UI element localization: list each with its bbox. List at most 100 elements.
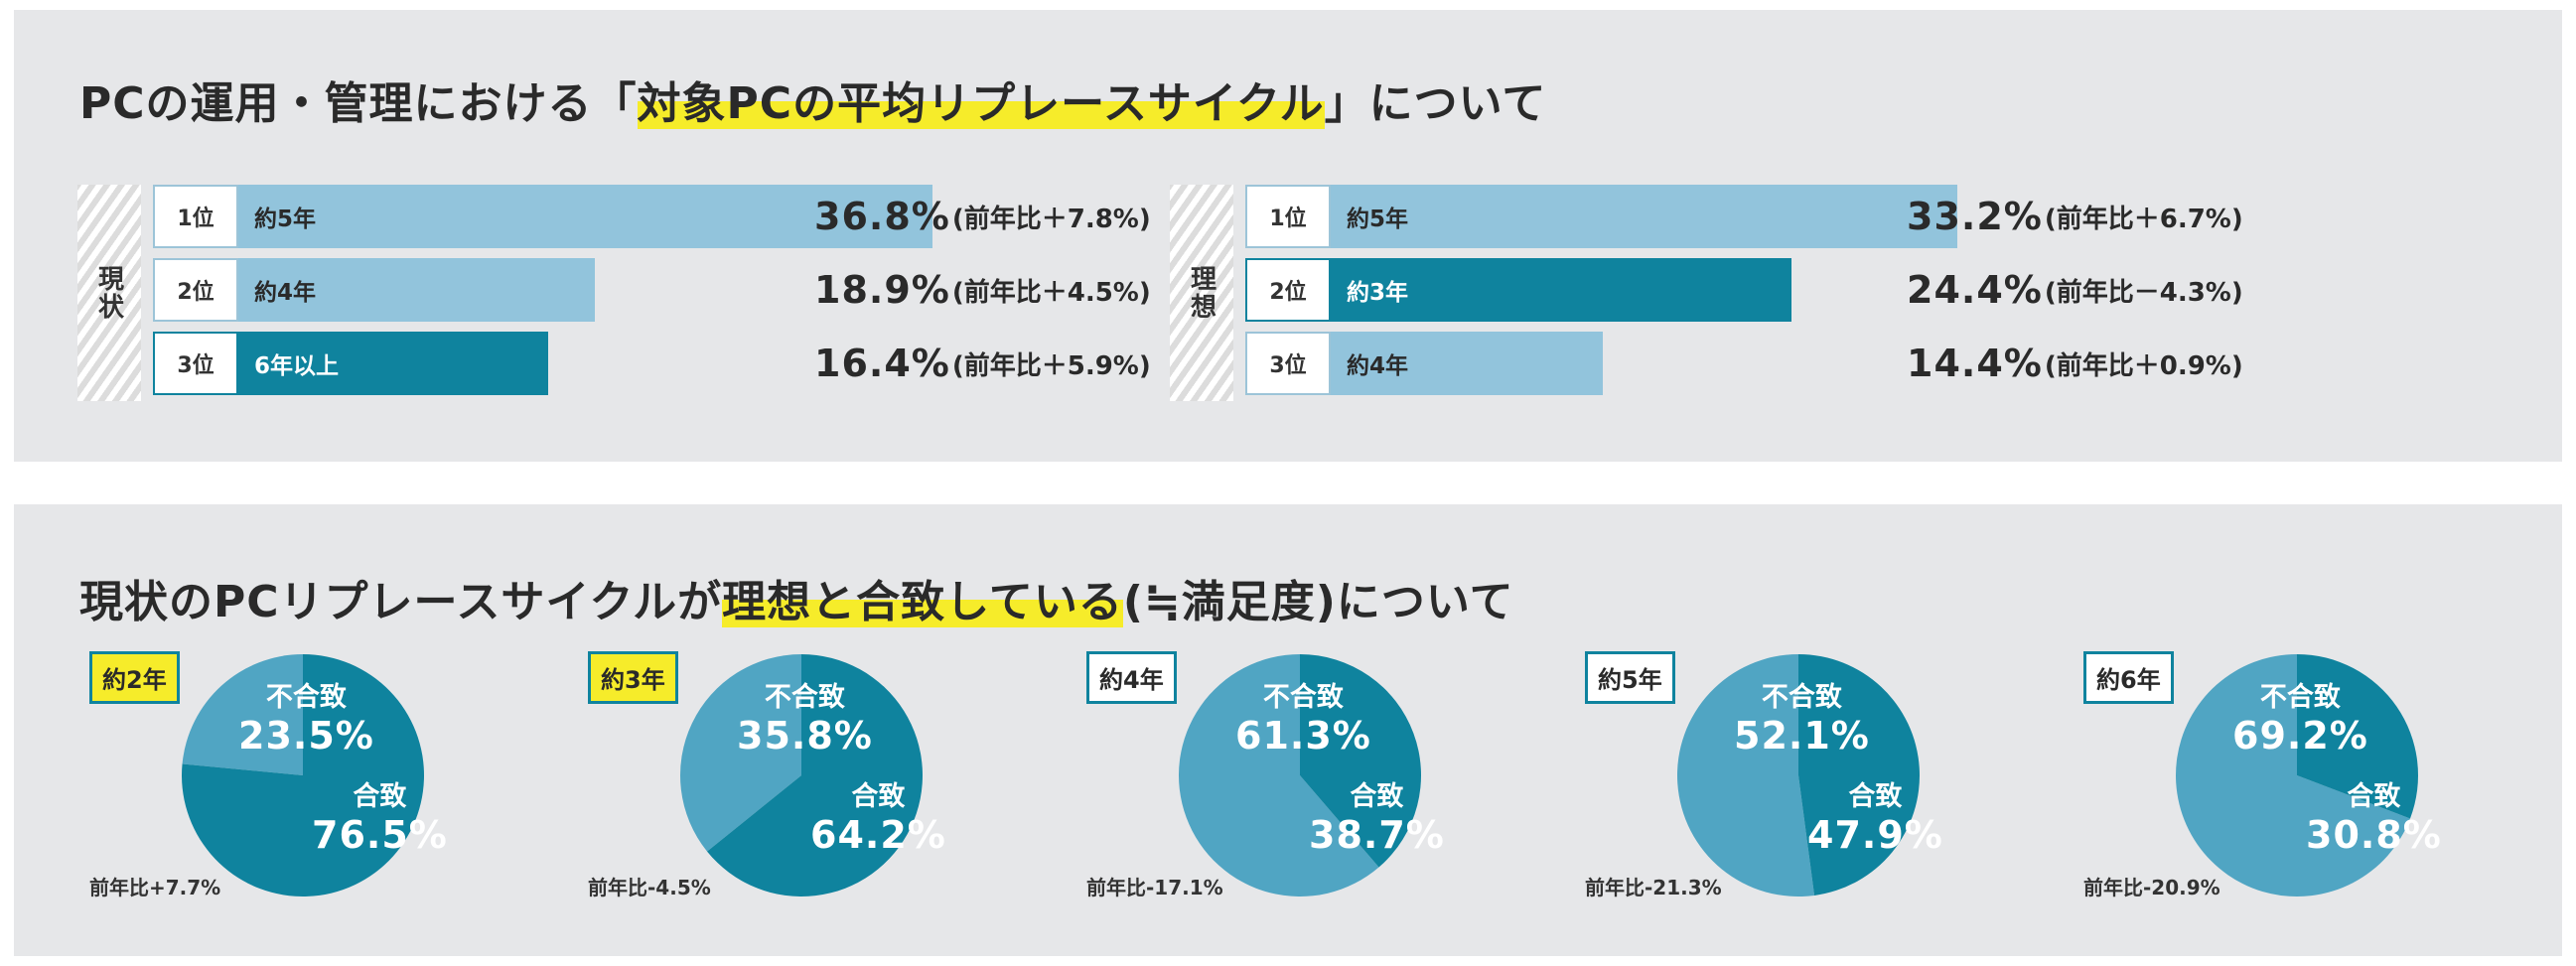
bar-label: 約4年 xyxy=(1347,353,1409,379)
bar-label: 約4年 xyxy=(254,280,317,306)
pie-tag: 約4年 xyxy=(1086,651,1177,704)
pie-svg xyxy=(1179,654,1421,897)
pie-label-text: 合致 xyxy=(2347,781,2401,812)
pie-value-text: 35.8% xyxy=(737,714,873,758)
pie-value-text: 23.5% xyxy=(238,714,374,758)
rank-badge: 2位 xyxy=(1245,258,1331,322)
pie-label-text: 不合致 xyxy=(2259,682,2341,713)
rank-badge: 3位 xyxy=(1245,332,1331,395)
bar-value: 24.4% (前年比－4.3%) xyxy=(1907,258,2243,322)
title-part: 現状のPCリプレースサイクルが xyxy=(79,577,723,627)
pie-tag: 約6年 xyxy=(2083,651,2174,704)
pie-slice-match xyxy=(2297,654,2418,819)
title-part: 」について xyxy=(1324,78,1547,129)
ideal-ranking: 理想 1位 約5年 33.2% (前年比＋6.7%) 2位 約3年 24.4% (前年比－4.… xyxy=(1170,185,2243,401)
pie-svg xyxy=(1677,654,1920,897)
pie-slice-nonmatch xyxy=(182,654,303,775)
pie-slice-match xyxy=(182,654,424,897)
bar-value: 16.4% (前年比＋5.9%) xyxy=(814,332,1151,395)
bar: 約4年 xyxy=(238,258,595,322)
pie-label-text: 不合致 xyxy=(764,682,845,713)
pie-chart: 約2年 不合致 23.5% 合致 76.5% 前年比+7.7% xyxy=(77,651,475,939)
value-yoy: (前年比＋5.9%) xyxy=(951,350,1151,381)
pie-label-nonmatch: 不合致 61.3% xyxy=(1235,675,1371,758)
pie-yoy: 前年比+7.7% xyxy=(89,876,221,899)
value-yoy: (前年比＋0.9%) xyxy=(2044,350,2243,381)
pie-slice-nonmatch xyxy=(2176,654,2410,897)
replace-cycle-panel: PCの運用・管理における「対象PCの平均リプレースサイクル」について 現状 1位… xyxy=(14,10,2562,462)
side-label: 現状 xyxy=(93,265,124,321)
value-percent: 14.4% xyxy=(1907,342,2043,385)
pie-label-match: 合致 30.8% xyxy=(2306,774,2442,857)
pie-value-text: 69.2% xyxy=(2232,714,2368,758)
side-hatch xyxy=(77,185,141,401)
title-highlight: 理想と合致している xyxy=(722,577,1123,627)
pie-svg xyxy=(680,654,923,897)
bar-value: 36.8% (前年比＋7.8%) xyxy=(814,185,1151,248)
panel-title: PCの運用・管理における「対象PCの平均リプレースサイクル」について xyxy=(79,68,1546,131)
bar-value: 33.2% (前年比＋6.7%) xyxy=(1907,185,2243,248)
title-part: PCの運用・管理における「 xyxy=(79,78,638,129)
rank-badge: 3位 xyxy=(153,332,238,395)
pie-value-text: 64.2% xyxy=(810,813,946,857)
pie-chart: 約3年 不合致 35.8% 合致 64.2% 前年比-4.5% xyxy=(576,651,973,939)
bar: 約5年 xyxy=(238,185,932,248)
pie-chart: 約5年 不合致 52.1% 合致 47.9% 前年比-21.3% xyxy=(1573,651,1970,939)
bar-label: 6年以上 xyxy=(254,353,340,379)
value-percent: 36.8% xyxy=(814,195,950,238)
pie-label-text: 合致 xyxy=(353,781,407,812)
rank-badge: 1位 xyxy=(153,185,238,248)
value-percent: 18.9% xyxy=(814,268,950,312)
bar-label: 約3年 xyxy=(1347,280,1409,306)
pie-value-text: 52.1% xyxy=(1734,714,1870,758)
pie-tag: 約3年 xyxy=(588,651,678,704)
pie-label-match: 合致 38.7% xyxy=(1309,774,1445,857)
pie-svg xyxy=(182,654,424,897)
pie-value-text: 61.3% xyxy=(1235,714,1371,758)
rank-badge: 2位 xyxy=(153,258,238,322)
pie-label-nonmatch: 不合致 35.8% xyxy=(737,675,873,758)
pie-slice-match xyxy=(1300,654,1421,868)
pie-label-text: 合致 xyxy=(1848,781,1903,812)
value-percent: 24.4% xyxy=(1907,268,2043,312)
bar: 約5年 xyxy=(1331,185,1957,248)
bar-value: 18.9% (前年比＋4.5%) xyxy=(814,258,1151,322)
pie-label-text: 合致 xyxy=(1350,781,1404,812)
pie-label-match: 合致 64.2% xyxy=(810,774,946,857)
title-highlight: 対象PCの平均リプレースサイクル xyxy=(637,78,1325,129)
pie-slice-nonmatch xyxy=(680,654,801,852)
side-label-box: 理想 xyxy=(1170,185,1233,401)
pie-slice-nonmatch xyxy=(1179,654,1379,897)
bar-value: 14.4% (前年比＋0.9%) xyxy=(1907,332,2243,395)
pie-label-text: 不合致 xyxy=(1262,682,1344,713)
pie-yoy: 前年比-17.1% xyxy=(1086,876,1223,899)
value-yoy: (前年比＋6.7%) xyxy=(2044,204,2243,234)
value-yoy: (前年比－4.3%) xyxy=(2044,277,2243,308)
pie-tag: 約5年 xyxy=(1585,651,1675,704)
pie-yoy: 前年比-4.5% xyxy=(588,876,711,899)
pie-slice-match xyxy=(1798,654,1920,896)
title-part: (≒満足度)について xyxy=(1122,577,1514,627)
pie-tag: 約2年 xyxy=(89,651,180,704)
current-ranking: 現状 1位 約5年 36.8% (前年比＋7.8%) 2位 約4年 18.9% (前年比＋4.… xyxy=(77,185,1151,401)
value-percent: 16.4% xyxy=(814,342,950,385)
pie-chart: 約4年 不合致 61.3% 合致 38.7% 前年比-17.1% xyxy=(1074,651,1472,939)
pie-label-match: 合致 47.9% xyxy=(1807,774,1943,857)
pie-slice-nonmatch xyxy=(1677,654,1815,897)
pie-label-text: 不合致 xyxy=(265,682,347,713)
pie-value-text: 30.8% xyxy=(2306,813,2442,857)
pie-chart: 約6年不合致 69.2% 合致 30.8% 前年比-20.9% xyxy=(2072,651,2469,939)
side-label-box: 現状 xyxy=(77,185,141,401)
pie-slice-match xyxy=(707,654,923,897)
side-hatch xyxy=(1170,185,1233,401)
pie-yoy: 前年比-21.3% xyxy=(1585,876,1722,899)
value-percent: 33.2% xyxy=(1907,195,2043,238)
bar: 約3年 xyxy=(1331,258,1791,322)
bar: 6年以上 xyxy=(238,332,548,395)
pie-yoy: 前年比-20.9% xyxy=(2083,876,2220,899)
bar-label: 約5年 xyxy=(254,207,317,232)
pie-label-text: 合致 xyxy=(851,781,906,812)
satisfaction-panel: 現状のPCリプレースサイクルが理想と合致している(≒満足度)について 約2年不合… xyxy=(14,504,2562,956)
pie-value-text: 38.7% xyxy=(1309,813,1445,857)
value-yoy: (前年比＋7.8%) xyxy=(951,204,1151,234)
